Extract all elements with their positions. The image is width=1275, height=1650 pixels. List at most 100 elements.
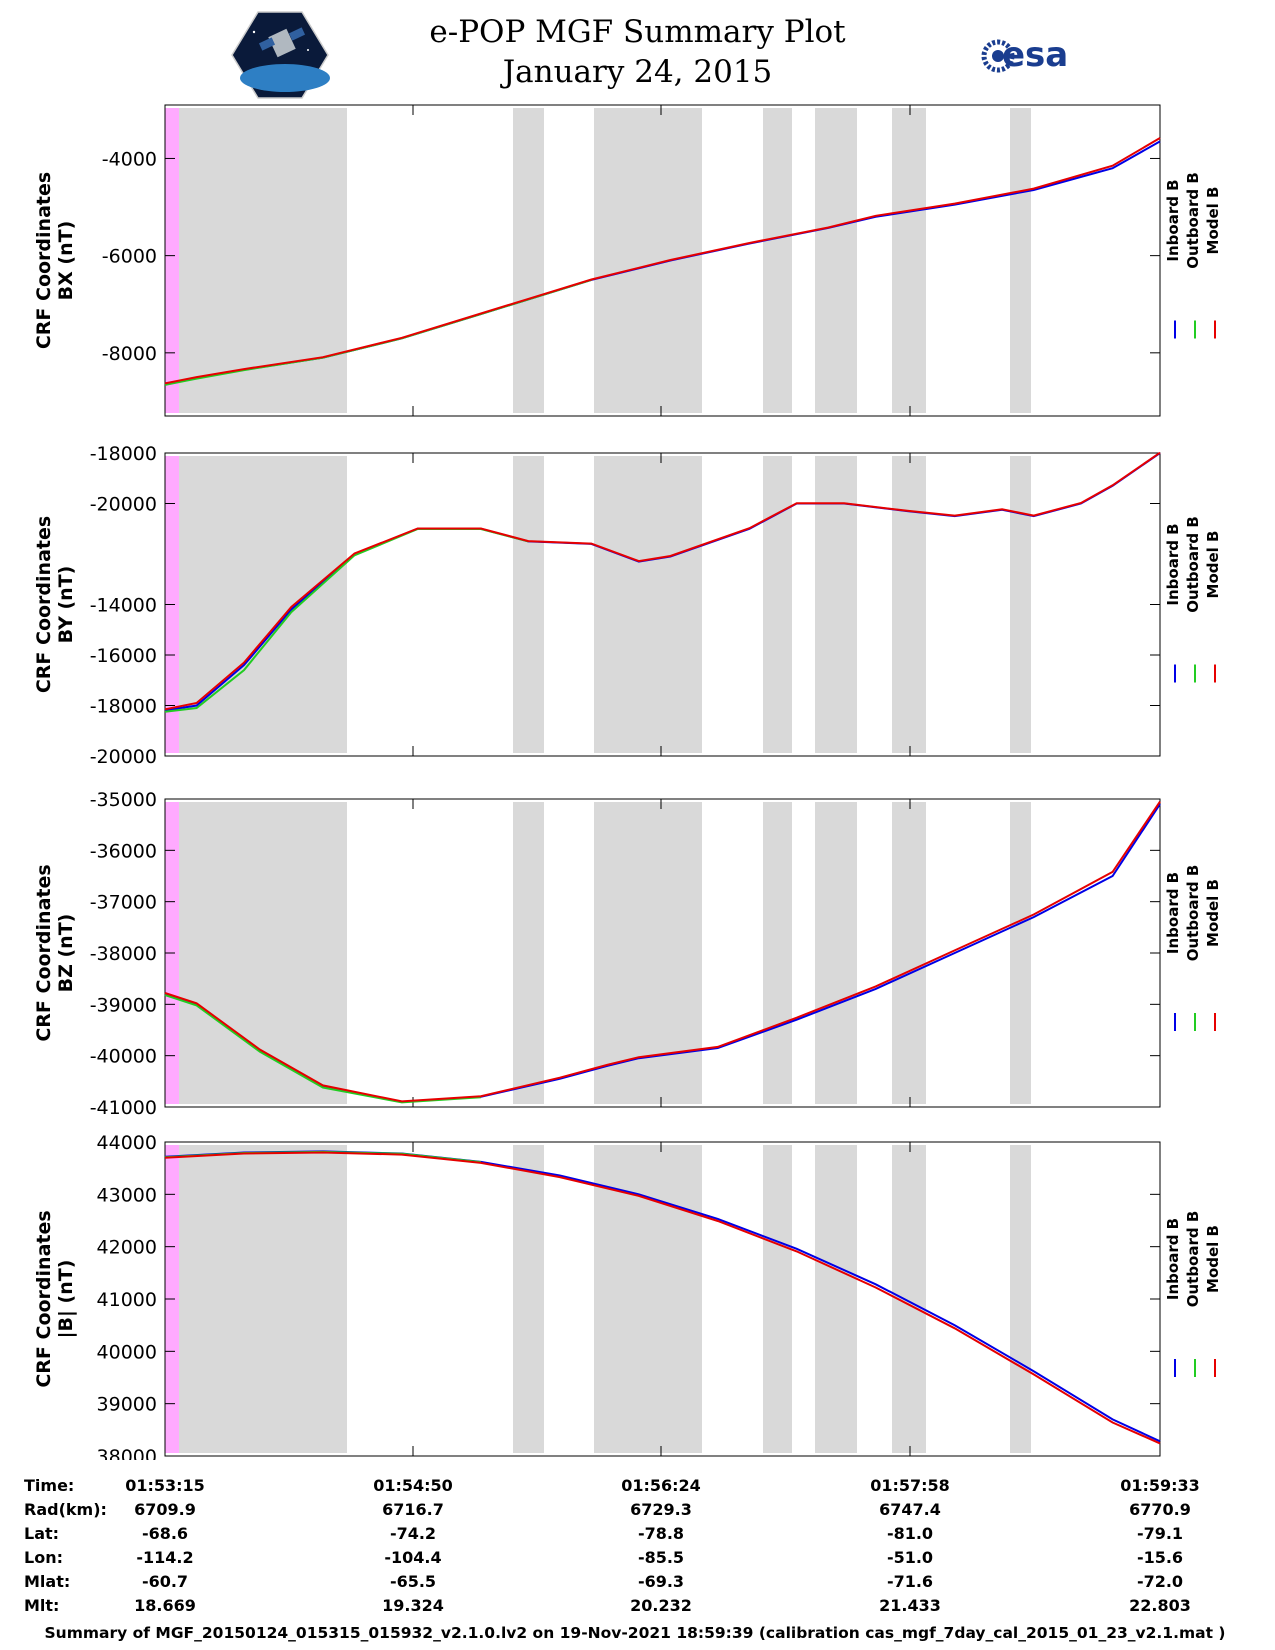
y-tick-label: -35000 <box>90 789 157 811</box>
ephemeris-value: -78.8 <box>637 1524 685 1543</box>
legend-label: Model B <box>1204 531 1222 599</box>
y-tick-label: 42000 <box>97 1237 157 1259</box>
y-tick-label: 40000 <box>97 1341 157 1363</box>
ephemeris-value: 01:54:50 <box>373 1476 453 1495</box>
legend-label: Inboard B <box>1164 523 1182 605</box>
shaded-region <box>892 802 926 1104</box>
ephemeris-value: 6770.9 <box>1129 1500 1191 1519</box>
header: e-POP MGF Summary Plot January 24, 2015 … <box>0 0 1275 100</box>
esa-logo-text: esa <box>1002 35 1068 75</box>
page-title: e-POP MGF Summary Plot <box>429 14 846 50</box>
y-axis-label: CRF Coordinates <box>33 1210 55 1387</box>
y-tick-label: -14000 <box>90 595 157 617</box>
y-tick-label: 41000 <box>97 1289 157 1311</box>
ephemeris-value: 20.232 <box>630 1596 692 1615</box>
shaded-region <box>513 802 544 1104</box>
y-tick-label: -16000 <box>90 645 157 667</box>
ephemeris-value: 22.803 <box>1129 1596 1191 1615</box>
axes-frame <box>164 104 1161 417</box>
series-line <box>164 137 1161 385</box>
y-axis-label: CRF Coordinates <box>33 864 55 1041</box>
ephemeris-value: -81.0 <box>886 1524 934 1543</box>
ephemeris-value: -65.5 <box>389 1572 437 1591</box>
ephemeris-value: -72.0 <box>1136 1572 1184 1591</box>
shaded-region <box>1010 1145 1031 1453</box>
mission-logo <box>231 11 330 99</box>
legend-label: Model B <box>1204 187 1222 255</box>
y-axis-label: BX (nT) <box>55 221 77 301</box>
y-tick-label: -18000 <box>90 696 157 718</box>
ephemeris-row-label: Mlt: <box>24 1596 60 1615</box>
shaded-region <box>173 1145 347 1453</box>
shaded-region <box>1010 802 1031 1104</box>
y-tick-label: -6000 <box>102 246 157 268</box>
shaded-region <box>815 108 857 413</box>
y-tick-label: -38000 <box>90 943 157 965</box>
ephemeris-row-label: Lat: <box>24 1524 60 1543</box>
legend-label: Outboard B <box>1184 516 1202 613</box>
shaded-region <box>892 108 926 413</box>
shaded-region <box>763 802 792 1104</box>
shaded-region <box>594 802 702 1104</box>
ephemeris-value: -85.5 <box>637 1548 685 1567</box>
magenta-marker <box>165 108 179 413</box>
ephemeris-row-label: Mlat: <box>24 1572 71 1591</box>
ephemeris-value: -69.3 <box>637 1572 685 1591</box>
series-line <box>164 1151 1161 1445</box>
shaded-region <box>173 802 347 1104</box>
ephemeris-value: 01:53:15 <box>125 1476 205 1495</box>
ephemeris-value: 19.324 <box>382 1596 444 1615</box>
ephemeris-value: -51.0 <box>886 1548 934 1567</box>
shaded-region <box>815 802 857 1104</box>
shaded-region <box>815 456 857 753</box>
ephemeris-value: 6716.7 <box>382 1500 444 1519</box>
shaded-region <box>594 108 702 413</box>
shaded-region <box>892 456 926 753</box>
ephemeris-value: 6747.4 <box>879 1500 941 1519</box>
y-tick-label: -18000 <box>90 443 157 465</box>
ephemeris-row-label: Rad(km): <box>24 1500 107 1519</box>
y-axis-label: |B| (nT) <box>55 1260 77 1339</box>
y-tick-label: -20000 <box>90 746 157 768</box>
legend-label: Inboard B <box>1164 179 1182 261</box>
legend-label: Model B <box>1204 1225 1222 1293</box>
y-tick-label: 44000 <box>97 1132 157 1154</box>
y-tick-label: 39000 <box>97 1394 157 1416</box>
ephemeris-value: -71.6 <box>886 1572 934 1591</box>
ephemeris-row-label: Time: <box>24 1476 75 1495</box>
ephemeris-value: 18.669 <box>134 1596 196 1615</box>
shaded-region <box>1010 108 1031 413</box>
ephemeris-value: 01:59:33 <box>1120 1476 1200 1495</box>
shaded-region <box>513 456 544 753</box>
legend-label: Inboard B <box>1164 872 1182 954</box>
ephemeris-value: -60.7 <box>141 1572 189 1591</box>
y-tick-label: -39000 <box>90 994 157 1016</box>
shaded-region <box>513 108 544 413</box>
series-line <box>164 451 1161 711</box>
y-tick-label: -40000 <box>90 1046 157 1068</box>
ephemeris-row-label: Lon: <box>24 1548 63 1567</box>
page-date: January 24, 2015 <box>502 54 773 90</box>
legend-label: Outboard B <box>1184 1211 1202 1308</box>
y-axis-label: CRF Coordinates <box>33 516 55 693</box>
footer-caption: Summary of MGF_20150124_015315_015932_v2… <box>44 1624 1226 1642</box>
chart-panel: -41000 -40000 -39000 -38000 -37000 -36000 -350… <box>33 789 1222 1119</box>
legend-label: Outboard B <box>1184 865 1202 962</box>
y-axis-label: CRF Coordinates <box>33 172 55 349</box>
ephemeris-value: -15.6 <box>1136 1548 1184 1567</box>
chart-panel: -20000 -18000 -16000 -14000 -20000 -18000 CRF … <box>33 443 1222 768</box>
y-tick-label: 38000 <box>97 1446 157 1460</box>
ephemeris-value: 6729.3 <box>630 1500 692 1519</box>
shaded-region <box>815 1145 857 1453</box>
chart-panel: -8000 -6000 -4000 CRF Coordinates BX (nT) Inb… <box>33 104 1222 417</box>
ephemeris-value: -68.6 <box>141 1524 189 1543</box>
ephemeris-value: -74.2 <box>389 1524 437 1543</box>
ephemeris-value: -114.2 <box>136 1548 194 1567</box>
shaded-region <box>173 108 347 413</box>
ephemeris-value: -104.4 <box>384 1548 442 1567</box>
y-tick-label: 43000 <box>97 1184 157 1206</box>
svg-text:esa: esa <box>1002 35 1068 75</box>
shaded-region <box>763 456 792 753</box>
